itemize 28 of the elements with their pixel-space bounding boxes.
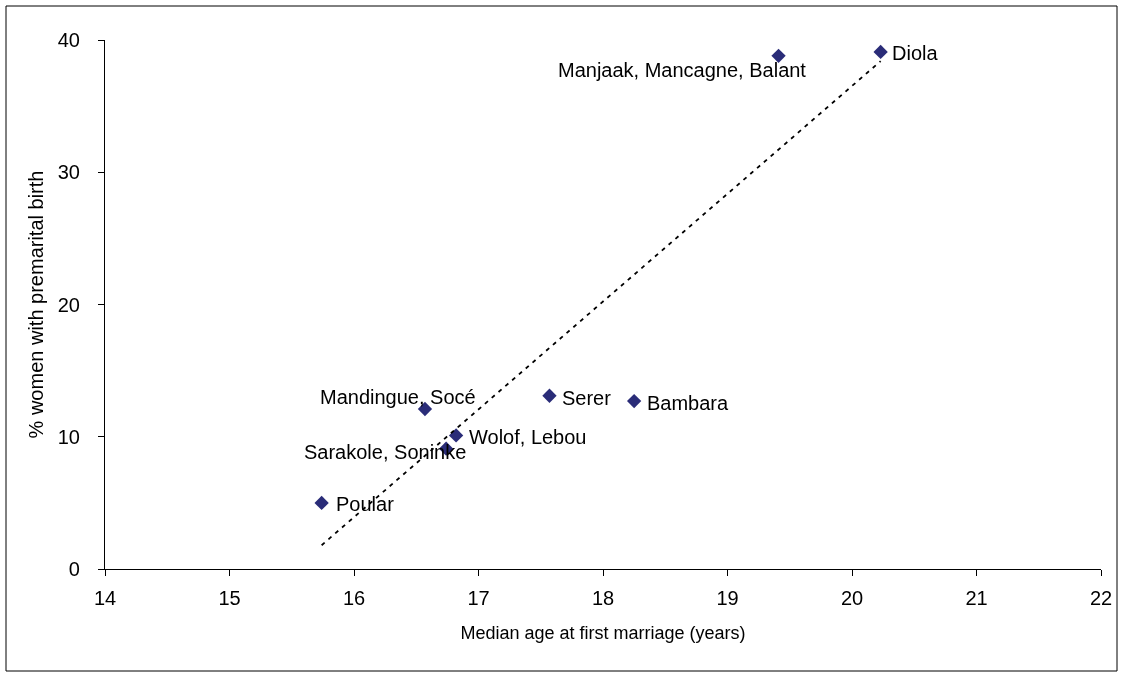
point (873, 44, 888, 60)
annotation: Bambara (647, 392, 730, 414)
x-tick-label: 14 (93, 587, 117, 610)
point (626, 393, 642, 409)
x-axis-title: Median age at first marriage (years) (460, 623, 746, 644)
x-tick-label: 15 (218, 587, 241, 610)
x-tick-label: 18 (591, 587, 615, 610)
annotation: Serer (562, 387, 612, 409)
x-tick-label: 22 (1089, 587, 1113, 610)
x-tick-label: 19 (716, 587, 739, 610)
point (448, 428, 464, 443)
annotation: Manjaak, Mancagne, Balant (558, 59, 807, 81)
point (542, 388, 557, 403)
y-tick-label: 20 (57, 293, 80, 316)
annotation: Wolof, Lebou (469, 426, 587, 448)
x-tick-label: 21 (965, 587, 988, 610)
y-tick-label: 0 (68, 558, 80, 580)
annotation: Poular (336, 493, 395, 515)
annotation: Mandingue, Socé (320, 386, 476, 408)
y-tick-label: 10 (57, 425, 80, 448)
x-tick-label: 16 (342, 587, 366, 610)
annotation: Diola (892, 42, 939, 64)
y-tick-label: 40 (57, 29, 80, 51)
x-tick-label: 17 (467, 587, 490, 610)
y-axis-title: % women with premarital birth (25, 170, 48, 439)
x-tick-label: 20 (840, 587, 864, 610)
y-tick-label: 30 (57, 161, 80, 184)
point (314, 495, 329, 511)
